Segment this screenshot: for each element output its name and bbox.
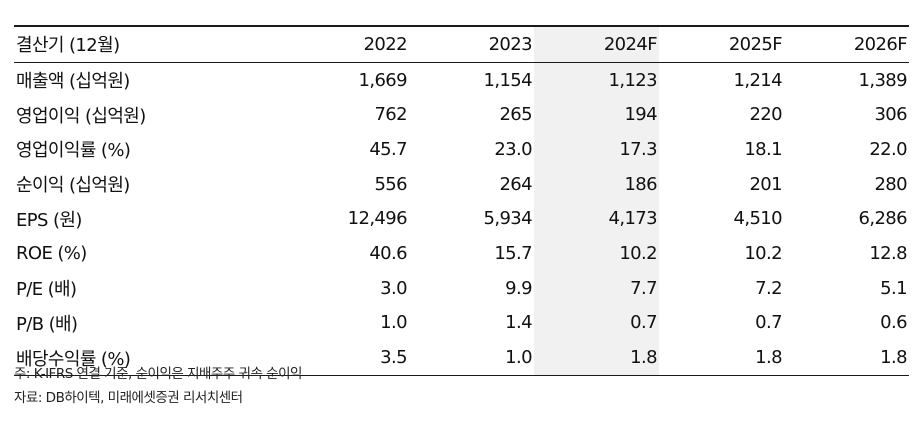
financial-summary-table-container: 결산기 (12월) 2022 2023 2024F 2025F 2026F 매출… xyxy=(14,25,909,376)
header-year-2025f: 2025F xyxy=(728,33,783,55)
table-row: 매출액 (십억원) 1,669 1,154 1,123 1,214 1,389 xyxy=(14,62,909,98)
footnote-source: 자료: DB하이텍, 미래에셋증권 리서치센터 xyxy=(14,390,243,406)
cell-operating-margin-2023: 23.0 xyxy=(494,138,532,160)
header-fiscal-year-label: 결산기 (12월) xyxy=(16,35,120,57)
cell-dividend-yield-2022: 3.5 xyxy=(380,347,407,369)
cell-pe-2025f: 7.2 xyxy=(755,277,782,299)
footnote-basis: 주: K-IFRS 연결 기준, 순이익은 지배주주 귀속 순이익 xyxy=(14,366,302,382)
cell-operating-profit-2025f: 220 xyxy=(749,104,782,126)
cell-operating-profit-2024f: 194 xyxy=(534,97,659,133)
row-label-operating-profit: 영업이익 (십억원) xyxy=(16,105,146,127)
cell-eps-2026f: 6,286 xyxy=(858,208,907,230)
cell-net-income-2022: 556 xyxy=(374,173,407,195)
cell-operating-profit-2026f: 306 xyxy=(874,104,907,126)
cell-revenue-2023: 1,154 xyxy=(483,69,532,91)
header-year-2023: 2023 xyxy=(488,33,533,55)
table-header-row: 결산기 (12월) 2022 2023 2024F 2025F 2026F xyxy=(14,26,909,63)
cell-revenue-2025f: 1,214 xyxy=(733,69,782,91)
cell-pe-2023: 9.9 xyxy=(505,277,532,299)
cell-operating-margin-2025f: 18.1 xyxy=(744,138,782,160)
table-row: P/E (배) 3.0 9.9 7.7 7.2 5.1 xyxy=(14,270,909,306)
cell-dividend-yield-2023: 1.0 xyxy=(505,347,532,369)
cell-dividend-yield-2024f: 1.8 xyxy=(534,340,659,376)
cell-roe-2022: 40.6 xyxy=(369,242,407,264)
cell-revenue-2026f: 1,389 xyxy=(858,69,907,91)
table-row: 영업이익률 (%) 45.7 23.0 17.3 18.1 22.0 xyxy=(14,132,909,167)
cell-eps-2025f: 4,510 xyxy=(733,208,782,230)
row-label-roe: ROE (%) xyxy=(16,242,87,264)
header-year-2024f: 2024F xyxy=(534,26,659,63)
row-label-revenue: 매출액 (십억원) xyxy=(16,71,130,93)
cell-eps-2024f: 4,173 xyxy=(534,201,659,237)
cell-pe-2024f: 7.7 xyxy=(534,270,659,306)
cell-dividend-yield-2025f: 1.8 xyxy=(755,347,782,369)
row-label-pe: P/E (배) xyxy=(16,279,77,301)
cell-net-income-2025f: 201 xyxy=(749,173,782,195)
cell-eps-2022: 12,496 xyxy=(347,208,408,230)
cell-operating-margin-2022: 45.7 xyxy=(369,138,407,160)
table-row: EPS (원) 12,496 5,934 4,173 4,510 6,286 xyxy=(14,201,909,237)
cell-operating-profit-2023: 265 xyxy=(499,104,532,126)
table-row: 순이익 (십억원) 556 264 186 201 280 xyxy=(14,166,909,202)
header-year-2026f: 2026F xyxy=(853,33,908,55)
cell-pb-2022: 1.0 xyxy=(380,312,407,334)
table-row: P/B (배) 1.0 1.4 0.7 0.7 0.6 xyxy=(14,305,909,341)
cell-net-income-2024f: 186 xyxy=(534,166,659,202)
footnotes: 주: K-IFRS 연결 기준, 순이익은 지배주주 귀속 순이익 자료: DB… xyxy=(14,362,302,410)
cell-pb-2023: 1.4 xyxy=(505,312,532,334)
cell-pe-2022: 3.0 xyxy=(380,277,407,299)
row-label-operating-margin: 영업이익률 (%) xyxy=(16,140,131,162)
row-label-pb: P/B (배) xyxy=(16,313,78,335)
cell-revenue-2022: 1,669 xyxy=(358,69,407,91)
cell-operating-margin-2024f: 17.3 xyxy=(534,132,659,167)
cell-pe-2026f: 5.1 xyxy=(880,277,907,299)
header-year-2022: 2022 xyxy=(363,33,408,55)
cell-eps-2023: 5,934 xyxy=(483,208,532,230)
row-label-net-income: 순이익 (십억원) xyxy=(16,175,130,197)
cell-roe-2023: 15.7 xyxy=(494,242,532,264)
table-body: 매출액 (십억원) 1,669 1,154 1,123 1,214 1,389 영업이익 (… xyxy=(14,62,909,376)
table-row: ROE (%) 40.6 15.7 10.2 10.2 12.8 xyxy=(14,236,909,271)
cell-pb-2024f: 0.7 xyxy=(534,305,659,341)
cell-roe-2024f: 10.2 xyxy=(534,236,659,271)
table-row: 배당수익률 (%) 3.5 1.0 1.8 1.8 1.8 xyxy=(14,340,909,376)
row-label-dividend-yield: 배당수익률 (%) xyxy=(16,348,131,370)
cell-revenue-2024f: 1,123 xyxy=(534,62,659,98)
cell-net-income-2026f: 280 xyxy=(874,173,907,195)
cell-operating-profit-2022: 762 xyxy=(374,104,407,126)
financial-summary-table: 결산기 (12월) 2022 2023 2024F 2025F 2026F 매출… xyxy=(14,25,909,376)
cell-pb-2026f: 0.6 xyxy=(880,312,907,334)
cell-net-income-2023: 264 xyxy=(499,173,532,195)
row-label-eps: EPS (원) xyxy=(16,209,82,231)
table-row: 영업이익 (십억원) 762 265 194 220 306 xyxy=(14,97,909,133)
cell-pb-2025f: 0.7 xyxy=(755,312,782,334)
cell-roe-2025f: 10.2 xyxy=(744,242,782,264)
cell-dividend-yield-2026f: 1.8 xyxy=(880,347,907,369)
cell-operating-margin-2026f: 22.0 xyxy=(869,138,907,160)
cell-roe-2026f: 12.8 xyxy=(869,242,907,264)
